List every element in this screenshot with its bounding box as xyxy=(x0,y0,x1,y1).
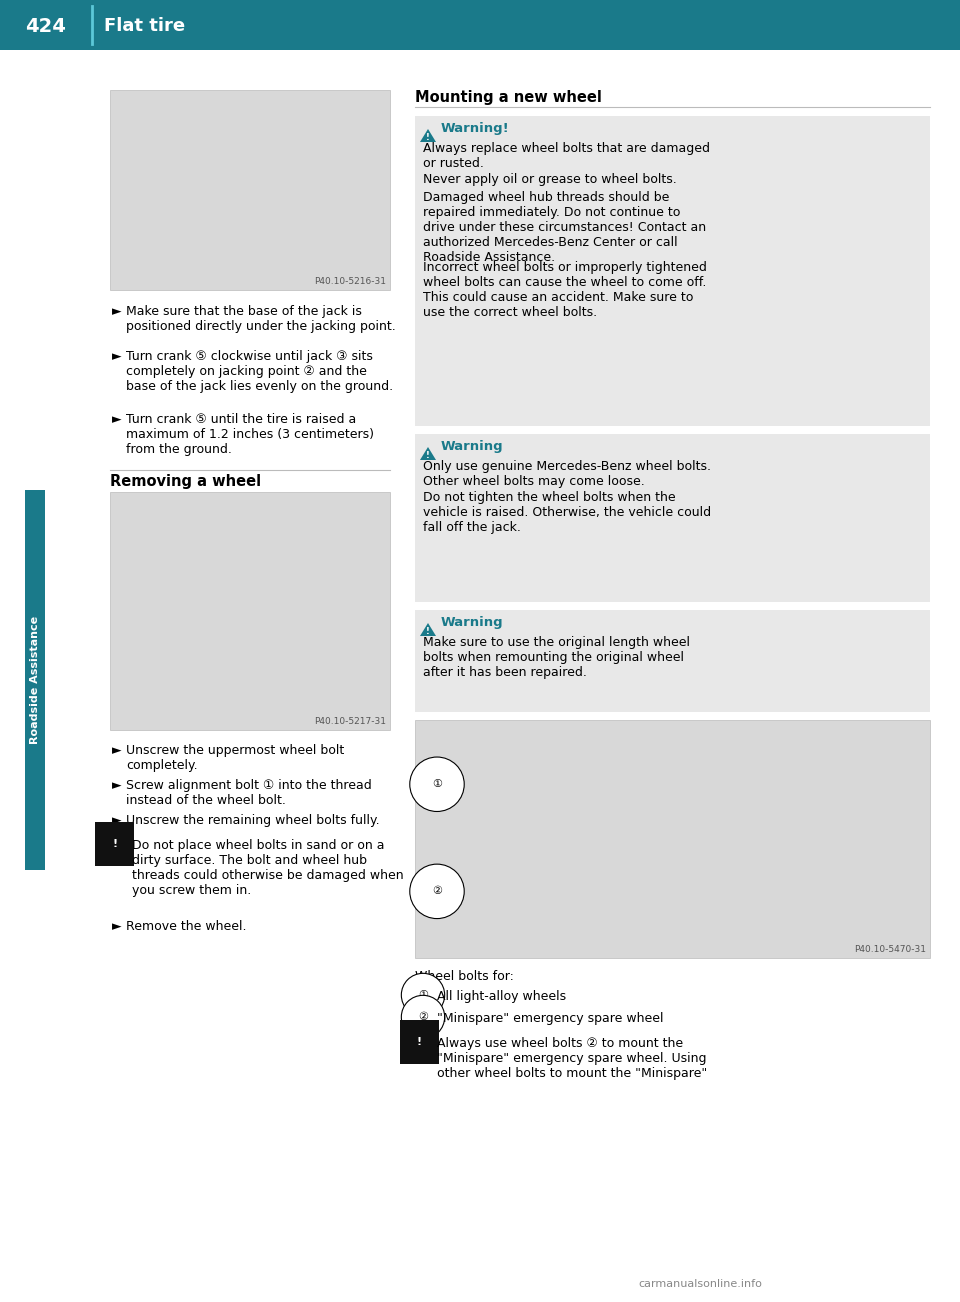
Text: Do not tighten the wheel bolts when the
vehicle is raised. Otherwise, the vehicl: Do not tighten the wheel bolts when the … xyxy=(423,491,711,534)
Text: !: ! xyxy=(112,838,117,849)
FancyBboxPatch shape xyxy=(25,490,45,870)
Text: Unscrew the remaining wheel bolts fully.: Unscrew the remaining wheel bolts fully. xyxy=(126,814,379,827)
FancyBboxPatch shape xyxy=(415,434,930,602)
Text: Turn crank ⑤ clockwise until jack ③ sits
completely on jacking point ② and the
b: Turn crank ⑤ clockwise until jack ③ sits… xyxy=(126,350,394,393)
Polygon shape xyxy=(420,129,436,142)
Text: ①: ① xyxy=(418,990,428,1000)
Text: "Minispare" emergency spare wheel: "Minispare" emergency spare wheel xyxy=(437,1012,663,1025)
Text: !: ! xyxy=(426,450,430,460)
FancyBboxPatch shape xyxy=(415,116,930,426)
Polygon shape xyxy=(420,447,436,460)
Text: Flat tire: Flat tire xyxy=(104,17,185,35)
Text: P40.10-5217-31: P40.10-5217-31 xyxy=(314,717,386,727)
Text: ►: ► xyxy=(112,350,122,363)
FancyBboxPatch shape xyxy=(0,0,960,49)
Text: Remove the wheel.: Remove the wheel. xyxy=(126,921,247,934)
Text: Warning!: Warning! xyxy=(441,122,510,135)
Text: ①: ① xyxy=(432,780,442,789)
Text: ►: ► xyxy=(112,814,122,827)
Text: Make sure that the base of the jack is
positioned directly under the jacking poi: Make sure that the base of the jack is p… xyxy=(126,305,396,333)
Text: !: ! xyxy=(426,133,430,142)
Text: Roadside Assistance: Roadside Assistance xyxy=(30,616,40,743)
FancyBboxPatch shape xyxy=(415,720,930,958)
Text: ►: ► xyxy=(112,743,122,756)
Polygon shape xyxy=(420,622,436,635)
Text: Screw alignment bolt ① into the thread
instead of the wheel bolt.: Screw alignment bolt ① into the thread i… xyxy=(126,779,372,807)
Text: Mounting a new wheel: Mounting a new wheel xyxy=(415,90,602,105)
Text: Warning: Warning xyxy=(441,616,504,629)
Text: Removing a wheel: Removing a wheel xyxy=(110,474,261,490)
Text: Turn crank ⑤ until the tire is raised a
maximum of 1.2 inches (3 centimeters)
fr: Turn crank ⑤ until the tire is raised a … xyxy=(126,413,374,456)
Text: ►: ► xyxy=(112,305,122,318)
Text: All light-alloy wheels: All light-alloy wheels xyxy=(437,990,566,1003)
Text: P40.10-5216-31: P40.10-5216-31 xyxy=(314,277,386,286)
FancyBboxPatch shape xyxy=(110,90,390,290)
Text: Make sure to use the original length wheel
bolts when remounting the original wh: Make sure to use the original length whe… xyxy=(423,635,690,680)
Text: !: ! xyxy=(417,1036,422,1047)
Text: P40.10-5470-31: P40.10-5470-31 xyxy=(854,945,926,954)
Text: 424: 424 xyxy=(26,17,66,35)
Text: Damaged wheel hub threads should be
repaired immediately. Do not continue to
dri: Damaged wheel hub threads should be repa… xyxy=(423,191,707,264)
Text: Always use wheel bolts ② to mount the
"Minispare" emergency spare wheel. Using
o: Always use wheel bolts ② to mount the "M… xyxy=(437,1036,708,1079)
Text: ②: ② xyxy=(432,887,442,896)
Text: ►: ► xyxy=(112,413,122,426)
Text: Incorrect wheel bolts or improperly tightened
wheel bolts can cause the wheel to: Incorrect wheel bolts or improperly tigh… xyxy=(423,262,707,319)
Text: !: ! xyxy=(426,626,430,635)
Text: Do not place wheel bolts in sand or on a
dirty surface. The bolt and wheel hub
t: Do not place wheel bolts in sand or on a… xyxy=(132,838,403,897)
Text: Never apply oil or grease to wheel bolts.: Never apply oil or grease to wheel bolts… xyxy=(423,173,677,186)
Text: Only use genuine Mercedes-Benz wheel bolts.
Other wheel bolts may come loose.: Only use genuine Mercedes-Benz wheel bol… xyxy=(423,460,711,488)
FancyBboxPatch shape xyxy=(110,492,390,730)
Text: Unscrew the uppermost wheel bolt
completely.: Unscrew the uppermost wheel bolt complet… xyxy=(126,743,345,772)
Text: Always replace wheel bolts that are damaged
or rusted.: Always replace wheel bolts that are dama… xyxy=(423,142,710,171)
Text: ②: ② xyxy=(418,1012,428,1022)
Text: ►: ► xyxy=(112,779,122,792)
Text: Wheel bolts for:: Wheel bolts for: xyxy=(415,970,514,983)
FancyBboxPatch shape xyxy=(415,611,930,712)
Text: Warning: Warning xyxy=(441,440,504,453)
Text: ►: ► xyxy=(112,921,122,934)
Text: carmanualsonline.info: carmanualsonline.info xyxy=(638,1279,763,1289)
